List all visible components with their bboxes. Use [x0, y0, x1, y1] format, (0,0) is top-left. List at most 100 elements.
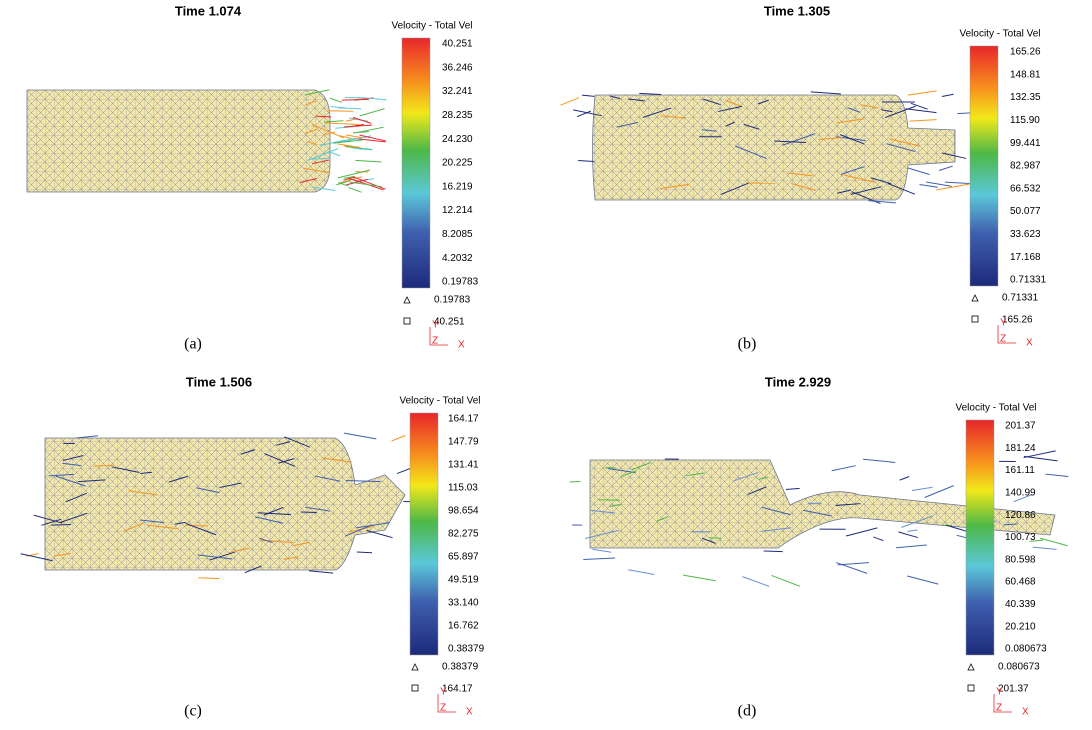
scale-label: 40.339: [1005, 599, 1036, 610]
scale-label: 120.86: [1005, 510, 1036, 521]
min-marker: [972, 295, 978, 301]
velocity-arrow: [709, 538, 721, 539]
panel-title: Time 2.929: [765, 374, 831, 389]
scale-label: 82.275: [448, 529, 479, 540]
velocity-arrow: [912, 487, 933, 490]
scale-label: 82.987: [1010, 161, 1041, 172]
min-label: 0.19783: [434, 295, 471, 306]
velocity-arrow: [906, 109, 937, 113]
velocity-arrow: [592, 549, 611, 552]
velocity-arrow: [1040, 538, 1067, 545]
scale-label: 140.99: [1005, 488, 1036, 499]
velocity-arrow: [353, 132, 369, 133]
scale-label: 4.2032: [442, 253, 473, 264]
velocity-arrow: [896, 545, 927, 548]
velocity-arrow: [583, 558, 615, 559]
mesh: [27, 90, 330, 192]
scale-label: 65.897: [448, 552, 479, 563]
min-label: 0.71331: [1002, 293, 1039, 304]
velocity-arrow: [360, 109, 385, 116]
scale-label: 0.19783: [442, 277, 479, 288]
velocity-arrow: [942, 94, 954, 96]
axis-label-z: Z: [1000, 334, 1006, 345]
max-marker: [404, 318, 410, 324]
scale-label: 20.210: [1005, 621, 1036, 632]
scale-label: 164.17: [448, 414, 479, 425]
scale-label: 16.762: [448, 621, 479, 632]
scale-label: 66.532: [1010, 183, 1041, 194]
scale-label: 80.598: [1005, 554, 1036, 565]
min-marker: [404, 297, 410, 303]
velocity-arrow: [939, 166, 953, 170]
velocity-arrow: [51, 524, 71, 525]
velocity-arrow: [561, 98, 579, 105]
velocity-arrow: [907, 530, 917, 532]
velocity-arrow: [863, 459, 895, 462]
velocity-arrow: [639, 93, 661, 94]
scale-label: 28.235: [442, 110, 473, 121]
velocity-arrow: [1024, 456, 1058, 461]
velocity-arrow: [907, 576, 938, 584]
velocity-arrow: [908, 91, 937, 95]
velocity-arrow: [909, 120, 936, 121]
axis-label-y: Y: [440, 687, 447, 698]
velocity-arrow: [1033, 547, 1057, 549]
axis-label-x: X: [466, 707, 473, 718]
axis-label-x: X: [1026, 338, 1033, 349]
velocity-arrow: [920, 185, 938, 188]
max-marker: [972, 316, 978, 322]
velocity-arrow: [786, 488, 800, 489]
axis-label-y: Y: [996, 687, 1003, 698]
velocity-arrow: [578, 161, 594, 162]
panel-title: Time 1.305: [764, 3, 830, 18]
velocity-arrow: [348, 188, 361, 193]
scale-label: 33.140: [448, 598, 479, 609]
velocity-arrow: [357, 552, 372, 553]
caption: (c): [184, 703, 202, 720]
scale-label: 32.241: [442, 86, 473, 97]
velocity-arrow: [873, 537, 883, 541]
velocity-arrow: [908, 168, 930, 174]
legend-title: Velocity - Total Vel: [956, 403, 1037, 414]
velocity-arrow: [309, 571, 333, 573]
axis-label-x: X: [458, 340, 465, 351]
min-label: 0.080673: [998, 662, 1040, 673]
scale-label: 161.11: [1005, 465, 1035, 476]
velocity-arrow: [811, 92, 841, 94]
velocity-arrow: [353, 117, 371, 123]
velocity-arrow: [911, 103, 928, 109]
legend-title: Velocity - Total Vel: [392, 21, 473, 32]
velocity-arrow: [832, 466, 856, 471]
velocity-arrow: [846, 528, 877, 536]
scale-label: 50.077: [1010, 206, 1041, 217]
colorbar: [966, 420, 994, 655]
velocity-arrow: [868, 201, 896, 203]
velocity-arrow: [326, 123, 359, 125]
velocity-arrow: [900, 476, 909, 480]
velocity-arrow: [1046, 474, 1069, 476]
axis-label-z: Z: [440, 703, 446, 714]
panel-title: Time 1.506: [186, 374, 252, 389]
velocity-arrow: [346, 119, 356, 121]
scale-label: 115.90: [1010, 115, 1040, 126]
panel-title: Time 1.074: [175, 3, 242, 18]
velocity-arrow: [582, 95, 594, 96]
caption: (a): [184, 336, 202, 353]
scale-label: 0.71331: [1010, 275, 1047, 286]
axis-label-x: X: [1022, 707, 1029, 718]
velocity-arrow: [198, 578, 219, 579]
scale-label: 201.37: [1005, 421, 1036, 432]
scale-label: 99.441: [1010, 138, 1041, 149]
scale-label: 165.26: [1010, 47, 1041, 58]
velocity-arrow: [355, 160, 381, 162]
velocity-arrow: [771, 575, 799, 586]
max-marker: [968, 685, 974, 691]
scale-label: 98.654: [448, 506, 479, 517]
velocity-arrow: [330, 98, 342, 102]
scale-label: 40.251: [442, 39, 473, 50]
